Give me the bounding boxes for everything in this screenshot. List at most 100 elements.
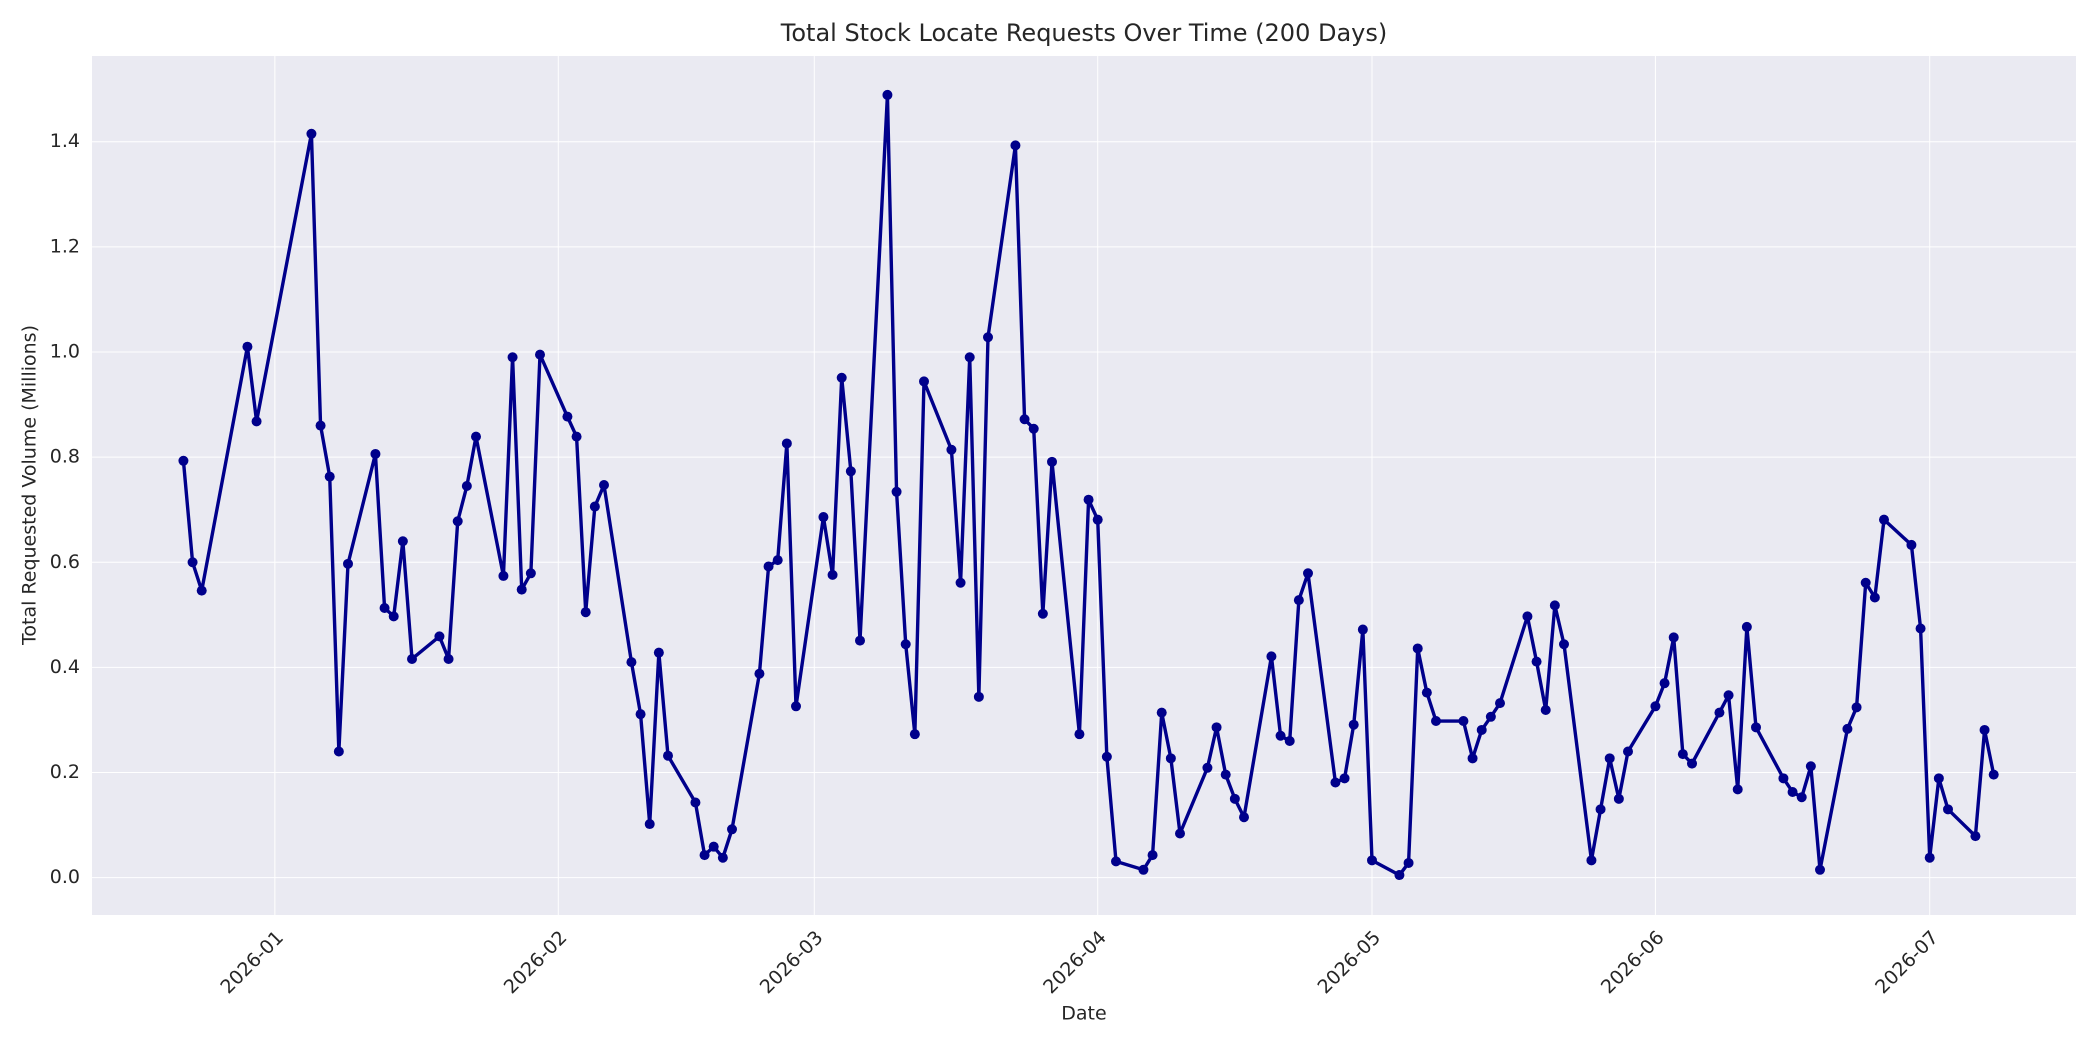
data-point xyxy=(973,691,984,702)
data-point xyxy=(315,420,326,431)
data-point xyxy=(388,611,399,622)
data-point xyxy=(507,352,518,363)
data-point xyxy=(1467,753,1478,764)
data-point xyxy=(1659,678,1670,689)
x-tick-label: 2026-04 xyxy=(1039,927,1111,999)
data-point xyxy=(434,631,445,642)
data-point xyxy=(1275,730,1286,741)
data-point xyxy=(1559,639,1569,650)
data-point xyxy=(1010,140,1021,151)
data-point xyxy=(1403,857,1414,868)
data-point xyxy=(562,411,573,422)
data-point xyxy=(407,653,417,664)
data-point xyxy=(1595,804,1606,815)
data-point xyxy=(397,536,408,547)
data-point xyxy=(1083,494,1094,505)
data-point xyxy=(900,639,911,650)
data-point xyxy=(1111,856,1121,867)
x-tick-label: 2026-07 xyxy=(1871,927,1943,999)
data-point xyxy=(1412,643,1423,654)
data-point xyxy=(1805,761,1816,772)
data-point xyxy=(1787,786,1798,797)
plot-area xyxy=(92,56,2076,915)
data-point xyxy=(882,89,893,100)
data-point xyxy=(516,584,527,595)
data-point xyxy=(983,332,993,343)
data-point xyxy=(1714,707,1725,718)
data-point xyxy=(717,852,728,863)
data-point xyxy=(1019,414,1030,425)
data-point xyxy=(727,824,737,835)
data-point xyxy=(1220,769,1231,780)
data-point xyxy=(324,471,335,482)
data-point xyxy=(1677,749,1688,760)
data-point xyxy=(754,668,765,679)
x-tick-label: 2026-06 xyxy=(1597,927,1669,999)
data-point xyxy=(1293,595,1304,606)
data-point xyxy=(1028,423,1039,434)
x-tick-label: 2026-02 xyxy=(500,927,572,999)
data-point xyxy=(1613,793,1624,804)
data-point xyxy=(781,438,792,449)
y-tick-label: 0.6 xyxy=(50,551,80,573)
data-point xyxy=(946,444,957,455)
data-point xyxy=(1943,804,1953,815)
data-point xyxy=(955,577,966,588)
y-tick-label: 0.2 xyxy=(50,761,80,783)
data-point xyxy=(1650,701,1661,712)
data-point xyxy=(1723,690,1734,701)
data-point xyxy=(370,448,381,459)
data-point xyxy=(1421,687,1432,698)
x-tick-label: 2026-05 xyxy=(1313,927,1385,999)
data-point xyxy=(196,585,207,596)
data-point xyxy=(1540,704,1551,715)
data-point xyxy=(1303,568,1313,579)
data-point xyxy=(1476,724,1487,735)
data-point xyxy=(1623,746,1633,757)
data-point xyxy=(525,568,536,579)
y-tick-label: 0.4 xyxy=(50,656,80,678)
data-point xyxy=(571,431,582,442)
data-point xyxy=(1879,514,1889,525)
data-point xyxy=(1229,793,1240,804)
data-point xyxy=(1796,792,1807,803)
data-point xyxy=(1147,850,1158,861)
data-point xyxy=(1367,855,1377,866)
data-point xyxy=(1915,623,1926,634)
data-point xyxy=(791,701,801,712)
x-tick-label: 2026-01 xyxy=(216,927,288,999)
data-point xyxy=(1687,758,1697,769)
data-point xyxy=(644,819,655,830)
data-point xyxy=(836,372,847,383)
x-tick-label: 2026-03 xyxy=(756,927,828,999)
data-point xyxy=(1165,753,1176,764)
data-point xyxy=(626,657,637,668)
data-point xyxy=(855,635,865,646)
data-point xyxy=(461,481,472,492)
x-axis-label: Date xyxy=(1061,1003,1106,1025)
data-point xyxy=(1860,577,1871,588)
data-point xyxy=(599,479,609,490)
data-point xyxy=(1970,831,1981,842)
data-point xyxy=(827,569,838,580)
data-point xyxy=(708,841,719,852)
data-point xyxy=(845,466,856,477)
data-point xyxy=(1924,852,1935,863)
data-point xyxy=(1988,769,1999,780)
data-point xyxy=(1202,762,1213,773)
data-point xyxy=(1074,729,1085,740)
data-point xyxy=(443,653,454,664)
data-point xyxy=(1979,724,1990,735)
data-point xyxy=(242,341,253,352)
data-point xyxy=(471,431,481,442)
data-point xyxy=(891,486,902,497)
data-point xyxy=(1531,656,1542,667)
y-tick-label: 0.0 xyxy=(50,866,80,888)
y-tick-label: 1.4 xyxy=(50,130,80,152)
data-point xyxy=(251,416,262,427)
data-point xyxy=(1751,722,1761,733)
data-point xyxy=(1037,608,1048,619)
data-point xyxy=(663,750,673,761)
data-point xyxy=(699,850,710,861)
